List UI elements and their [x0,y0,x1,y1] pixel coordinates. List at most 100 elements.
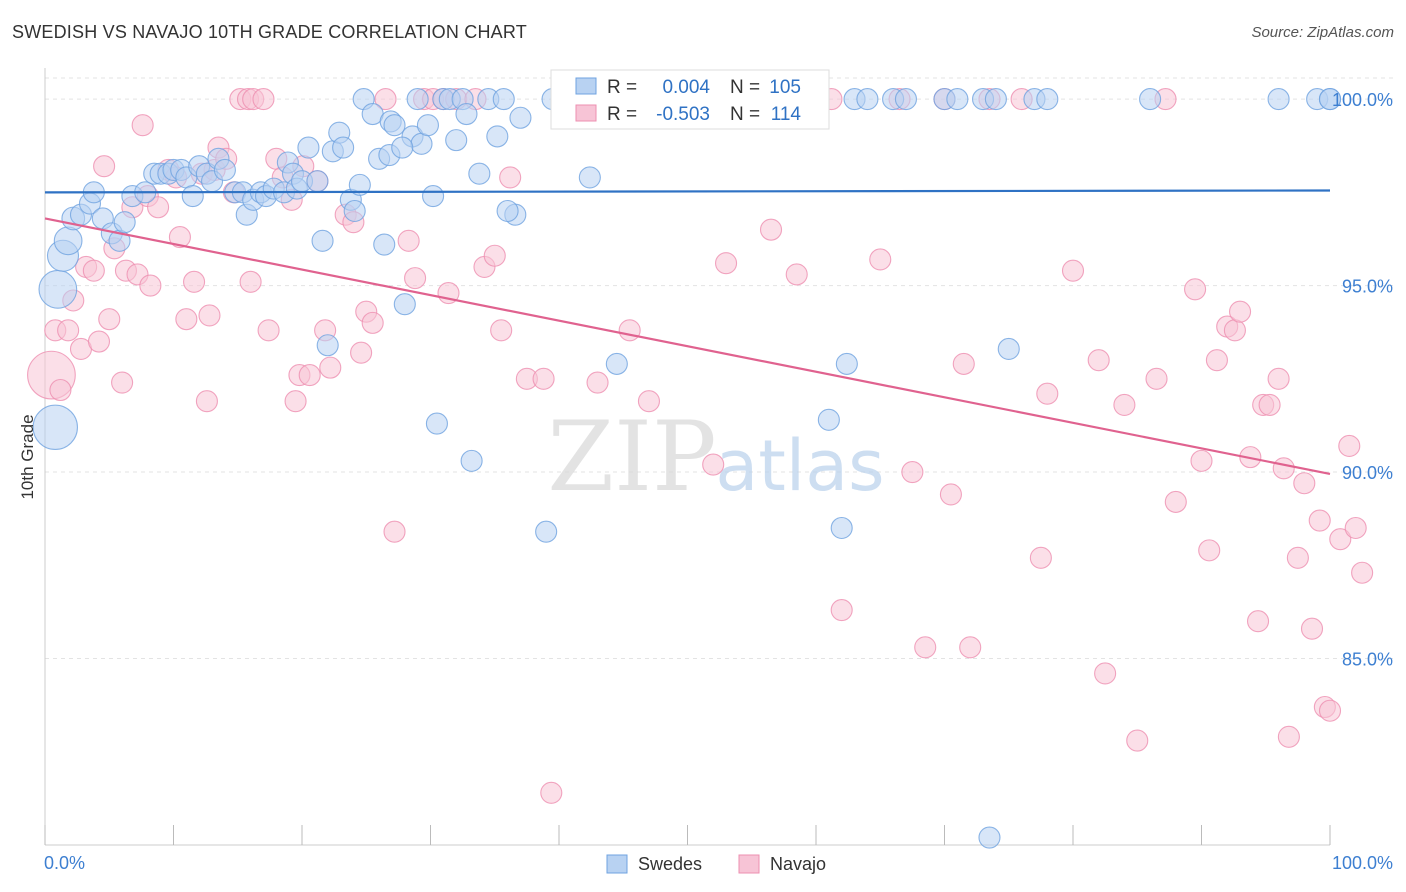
swedes-point-54 [393,293,416,316]
watermark: ZIP atlas [547,401,884,513]
swedes-point-51 [373,233,396,256]
navajo-point-34 [239,270,262,293]
legend-label-navajo: Navajo [770,854,826,874]
navajo-point-71 [586,371,609,394]
legend-swatch-swedes [606,854,628,874]
navajo-point-53 [374,88,397,111]
watermark-zip: ZIP [547,401,716,513]
navajo-point-74 [702,453,725,476]
swedes-point-44 [332,136,355,159]
swedes-point-68 [486,125,509,148]
navajo-point-69 [540,781,563,804]
navajo-point-54 [383,520,406,543]
navajo-point-72 [618,319,641,342]
navajo-point-9 [93,155,116,178]
grid-lines [45,77,1395,660]
y-tick-label-2: 95.0% [1342,277,1393,297]
y-axis-label: 10th Grade [18,414,37,499]
stats-swatch-navajo [575,104,597,122]
navajo-point-73 [637,390,661,413]
navajo-point-77 [785,263,808,286]
swedes-point-66 [468,162,491,185]
stats-legend-box [550,69,830,130]
navajo-point-3 [57,319,80,342]
navajo-point-106 [1229,300,1252,323]
stats-r-value-swedes: 0.004 [662,77,710,98]
swedes-point-97 [946,88,969,111]
stats-r-value-navajo: -0.503 [656,104,710,125]
navajo-point-19 [147,196,170,219]
navajo-point-95 [1113,393,1136,416]
swedes-point-1 [38,269,78,309]
navajo-point-96 [1126,729,1149,752]
navajo-point-80 [869,248,892,271]
swedes-point-99 [984,88,1007,111]
navajo-point-113 [1277,725,1300,748]
swedes-point-25 [213,158,236,182]
navajo-point-41 [284,390,307,413]
navajo-point-10 [98,308,121,331]
swedes-point-46 [343,199,366,223]
navajo-point-111 [1267,367,1290,390]
source-label: Source: ZipAtlas.com [1251,24,1394,41]
swedes-point-112 [978,826,1001,849]
swedes-point-90 [830,516,853,540]
navajo-point-7 [82,259,105,282]
navajo-point-101 [1190,449,1213,472]
stats-n-value-swedes: 105 [769,77,801,98]
navajo-point-56 [404,267,427,290]
navajo-point-79 [830,598,853,622]
swedes-point-56 [406,88,429,111]
y-tick-label-3: 100.0% [1332,90,1393,110]
navajo-point-85 [939,483,962,506]
navajo-trend-line [44,217,1331,475]
swedes-point-91 [835,352,858,375]
swedes-point-102 [1036,88,1059,111]
navajo-point-64 [483,244,506,267]
navajo-point-103 [1205,349,1228,372]
swedes-point-107 [496,199,519,223]
navajo-point-36 [252,88,275,111]
swedes-point-69 [492,88,515,111]
navajo-point-23 [175,308,198,331]
navajo-point-37 [257,319,280,342]
navajo-point-93 [1087,349,1110,372]
stats-legend: R = 0.004 N = 105 R = -0.503 N = 114 [550,69,830,130]
swedes-point-72 [535,520,558,543]
navajo-point-122 [1344,516,1367,540]
swedes-point-39 [306,170,329,193]
swedes-point-79 [605,352,628,375]
y-tick-label-1: 90.0% [1342,463,1393,483]
swedes-point-95 [894,88,918,111]
legend-swatch-navajo [738,854,760,874]
swedes-point-62 [445,129,468,152]
swedes-trend-line [44,189,1331,194]
swedes-point-41 [316,334,339,357]
swedes-point-0 [32,404,78,451]
navajo-point-87 [959,636,982,659]
navajo-point-44 [298,364,321,387]
swedes-point-100 [997,337,1020,361]
swedes-point-11 [113,211,136,234]
swedes-point-64 [455,102,478,126]
stats-swatch-swedes [575,77,597,95]
navajo-point-82 [901,461,924,484]
x-tick-label-min: 0.0% [44,853,85,873]
navajo-point-47 [319,356,342,379]
swedes-point-53 [383,114,406,137]
y-tick-label-0: 85.0% [1342,650,1393,670]
swedes-point-77 [578,166,601,189]
swedes-point-89 [817,408,840,431]
y-tick-labels: 85.0% 90.0% 95.0% 100.0% [1332,90,1393,669]
swedes-point-59 [425,412,448,435]
navajo-point-8 [87,330,111,353]
navajo-point-100 [1184,278,1207,301]
navajo-point-108 [1246,610,1270,633]
navajo-point-91 [1036,382,1059,405]
navajo-point-52 [361,311,384,334]
navajo-point-2 [49,378,72,402]
swedes-point-93 [856,88,879,111]
navajo-point-68 [532,367,555,390]
navajo-point-92 [1061,259,1085,282]
